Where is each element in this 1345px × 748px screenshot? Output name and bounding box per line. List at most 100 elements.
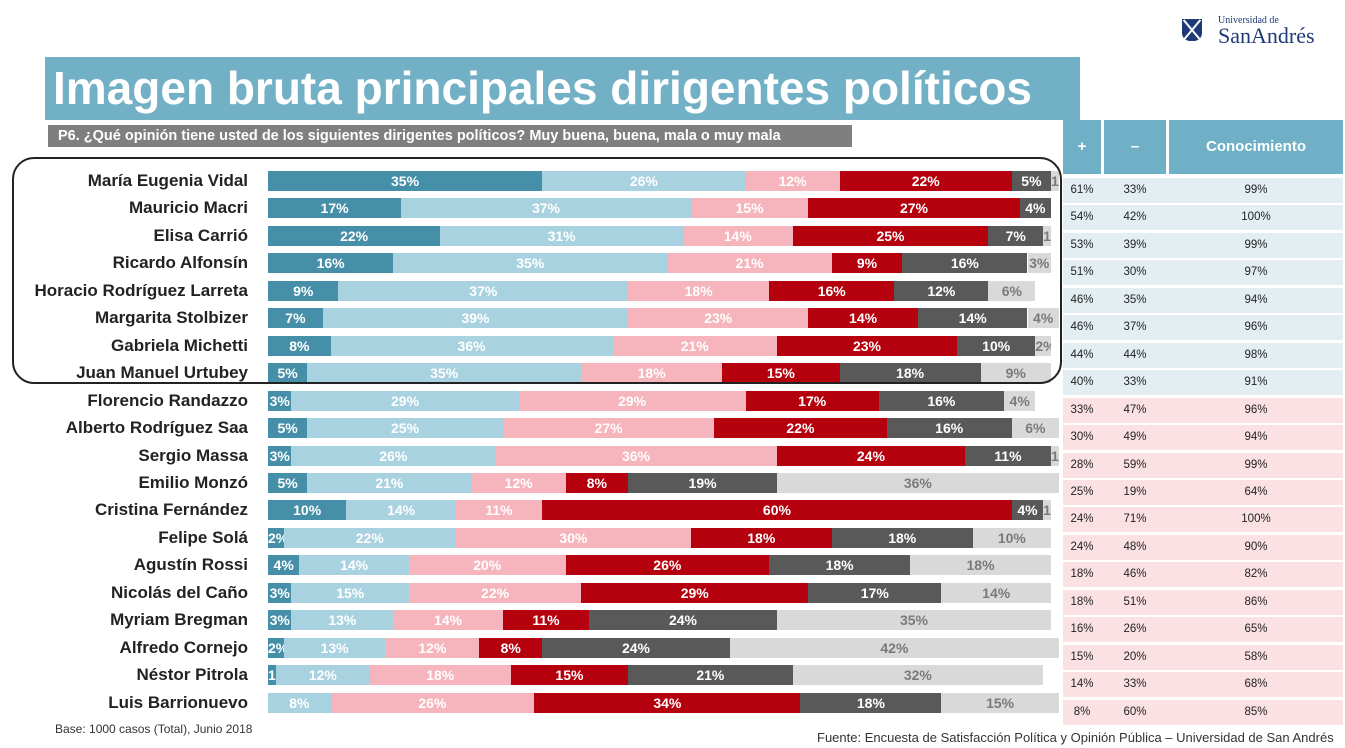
bar-row: Alberto Rodríguez Saa 5% 25% 27% 22% 16% 6% [0,418,1060,439]
bar-segment: 14% [299,555,409,576]
category-label: Emilio Monzó [138,472,248,492]
bar-segment: 18% [690,527,832,548]
table-cell-positive: 14% [1070,678,1094,691]
bar-segment: 26% [542,171,746,191]
table-cell-positive: 53% [1070,238,1094,251]
bar-segment: 2% [268,637,284,658]
table-cell-negative: 59% [1123,458,1147,471]
table-cell-positive: 16% [1070,623,1094,636]
bar-segment: 7% [268,308,323,329]
bar-segment: 22% [283,527,456,548]
logo-line1: Universidad de [1218,15,1279,26]
table-row: 44% 44% 98% [1063,342,1343,368]
bar-segment: 16% [886,418,1012,439]
bar-segment: 25% [792,225,989,246]
bar-segment: 4% [1019,198,1051,219]
bar-segment: 18% [831,527,973,548]
table-row: 53% 39% 99% [1063,232,1343,258]
bar-segment: 5% [1011,171,1051,191]
bar-segment: 21% [307,472,472,493]
header-conocimiento: Conocimiento [1169,120,1343,174]
bar-segment: 10% [972,527,1051,548]
bar-segment: 3% [268,390,292,411]
base-note: Base: 1000 casos (Total), Junio 2018 [55,722,253,736]
bar-row: Juan Manuel Urtubey 5% 35% 18% 15% 18% 9% [0,363,1060,384]
bar-segment: 11% [455,500,543,521]
table-cell-conocimiento: 65% [1244,623,1268,636]
crest-icon [1172,17,1214,45]
bar-segment: 29% [291,390,519,411]
bar-segment: 4% [268,555,300,576]
bar-segment: 37% [338,280,629,301]
bar-segment: 21% [667,253,832,274]
bar-segment: 8% [565,472,629,493]
table-cell-conocimiento: 94% [1244,431,1268,444]
table-cell-conocimiento: 90% [1244,540,1268,553]
category-label: Elisa Carrió [153,225,249,245]
bar-segment: 35% [776,610,1051,631]
table-cell-positive: 44% [1070,348,1094,361]
bar-segment: 6% [988,280,1036,301]
table-cell-positive: 46% [1070,321,1094,334]
table-row: 28% 59% 99% [1063,452,1343,478]
bar-row: Alfredo Cornejo 2%13%12%8%24%42% [0,637,1060,658]
table-cell-negative: 19% [1123,485,1147,498]
bar-segment: 1% [1043,500,1051,521]
bar-segment: 18% [839,363,981,384]
table-row: 25% 19% 64% [1063,479,1343,505]
bar-segment: 26% [565,555,770,576]
bar-segment: 34% [534,692,801,713]
bar-segment: 35% [393,253,668,274]
logo-line2: SanAndrés [1218,23,1315,48]
category-label: Cristina Fernández [94,500,248,520]
subtitle-bar: P6. ¿Qué opinión tiene usted de los sigu… [48,125,852,147]
table-row: 8% 60% 85% [1063,699,1343,725]
bar-segment: 13% [283,637,386,658]
category-label: Néstor Pitrola [136,665,248,685]
table-cell-conocimiento: 100% [1241,211,1271,224]
bar-segment: 15% [941,692,1059,713]
table-row: 14% 33% 68% [1063,672,1343,698]
table-cell-positive: 54% [1070,211,1094,224]
bar-segment: 29% [581,582,809,603]
bar-row: Luis Barrionuevo 8% 26% 34% 18% 15% [0,692,1060,713]
bar-segment: 12% [275,665,370,686]
bar-segment: 35% [268,171,543,191]
bar-segment: 12% [894,280,989,301]
bar-segment: 18% [910,555,1051,576]
table-cell-negative: 37% [1123,321,1147,334]
bar-segment: 18% [800,692,942,713]
bar-row: Néstor Pitrola 1%12%18%15%21%32% [0,665,1060,686]
category-label: Felipe Solá [158,527,248,547]
category-label: Myriam Bregman [110,610,248,630]
bar-segment: 42% [729,637,1059,658]
bar-row: Cristina Fernández 10%14%11%60%4%1% [0,500,1060,521]
bar-segment: 26% [330,692,535,713]
bar-segment: 24% [589,610,777,631]
bar-segment: 1% [268,665,276,686]
table-cell-negative: 48% [1123,540,1147,553]
bar-segment: 29% [518,390,746,411]
table-row: 24% 71% 100% [1063,507,1343,533]
bar-segment: 3% [268,445,292,466]
category-label: Nicolás del Caño [111,582,248,602]
bar-segment: 23% [776,335,958,356]
bar-segment: 16% [769,280,895,301]
table-cell-conocimiento: 58% [1244,650,1268,663]
bar-segment: 3% [268,610,292,631]
bar-segment: 20% [408,555,566,576]
table-cell-negative: 51% [1123,595,1147,608]
table-row: 40% 33% 91% [1063,370,1343,396]
table-cell-negative: 26% [1123,623,1147,636]
table-cell-positive: 30% [1070,431,1094,444]
table-cell-conocimiento: 86% [1244,595,1268,608]
bar-segment: 15% [510,665,629,686]
bar-segment: 22% [839,171,1012,191]
bar-segment: 3% [268,582,292,603]
table-cell-negative: 30% [1123,266,1147,279]
table-cell-negative: 20% [1123,650,1147,663]
bar-segment: 21% [628,665,793,686]
header-positive: + [1063,120,1101,174]
bar-segment: 31% [440,225,683,246]
